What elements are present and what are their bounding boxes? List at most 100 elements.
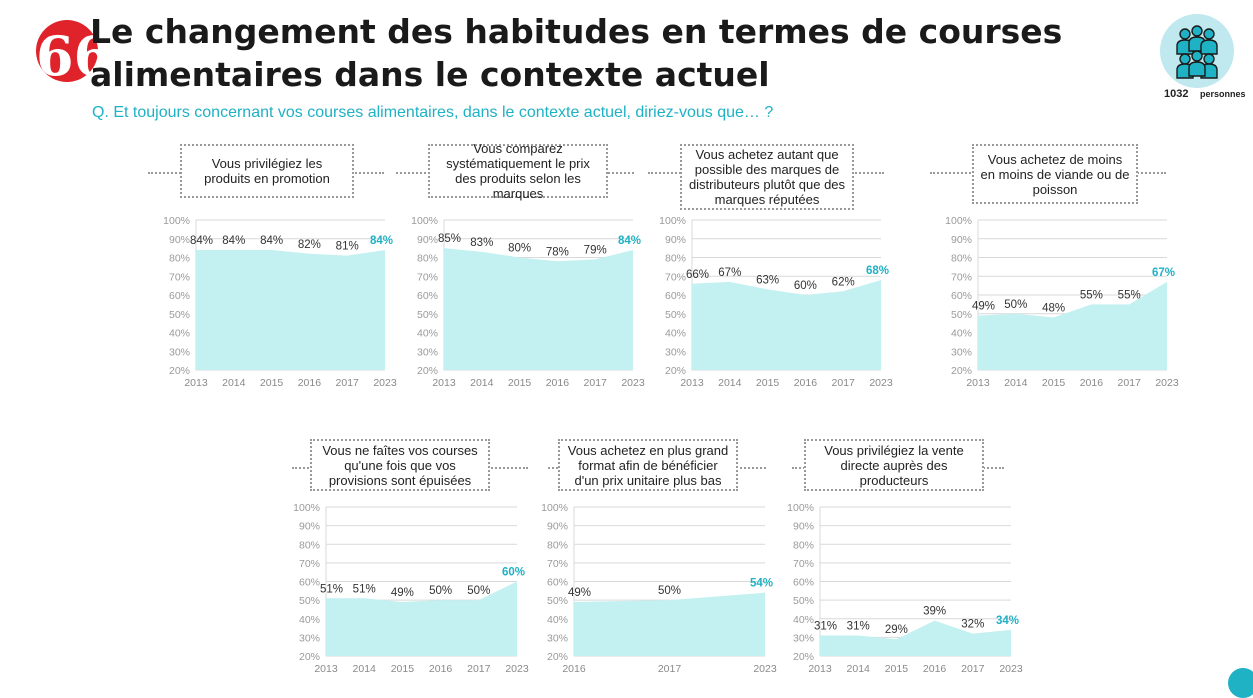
data-label: 29% <box>885 624 908 636</box>
x-tick-label: 2016 <box>923 663 947 675</box>
y-tick-label: 70% <box>665 271 686 283</box>
data-label: 55% <box>1080 289 1103 301</box>
data-label: 80% <box>508 243 531 255</box>
data-label: 84% <box>190 235 213 247</box>
y-tick-label: 80% <box>169 253 190 265</box>
data-label: 67% <box>718 267 741 279</box>
y-tick-label: 50% <box>169 309 190 321</box>
area-chart: 20% 30% 40% 50% 60% 70% 80% 90% 100% 2013 2014 2015… <box>659 215 893 389</box>
y-tick-label: 70% <box>417 271 438 283</box>
y-tick-label: 70% <box>169 271 190 283</box>
area-chart: 20% 30% 40% 50% 60% 70% 80% 90% 100% 2013 2014 2015… <box>163 215 397 389</box>
area-chart: 20% 30% 40% 50% 60% 70% 80% 90% 100% 2013 2014 2015… <box>411 215 645 389</box>
y-tick-label: 30% <box>951 346 972 358</box>
chart-title: Vous achetez en plus grand format afin d… <box>558 439 738 491</box>
area-series <box>444 248 633 370</box>
x-tick-label: 2016 <box>794 377 818 389</box>
x-tick-label: 2017 <box>961 663 985 675</box>
data-label: 50% <box>467 585 490 597</box>
corner-decoration <box>1228 668 1253 698</box>
x-tick-label: 2015 <box>391 663 415 675</box>
y-tick-label: 20% <box>417 365 438 377</box>
y-tick-label: 100% <box>411 215 438 227</box>
y-tick-label: 90% <box>951 234 972 246</box>
y-tick-label: 30% <box>299 632 320 644</box>
data-label: 84% <box>370 235 393 247</box>
area-chart: 20% 30% 40% 50% 60% 70% 80% 90% 100% 2013 2014 2015… <box>945 215 1179 389</box>
chart-title: Vous achetez de moins en moins de viande… <box>972 144 1138 204</box>
data-label: 49% <box>972 301 995 313</box>
data-label: 84% <box>222 235 245 247</box>
y-tick-label: 40% <box>793 614 814 626</box>
y-tick-label: 100% <box>293 502 320 514</box>
x-tick-label: 2015 <box>756 377 780 389</box>
data-label: 50% <box>429 585 452 597</box>
x-tick-label: 2013 <box>314 663 338 675</box>
area-series <box>820 620 1011 656</box>
data-label: 60% <box>502 567 525 579</box>
x-tick-label: 2015 <box>508 377 532 389</box>
data-label: 82% <box>298 239 321 251</box>
y-tick-label: 80% <box>547 539 568 551</box>
y-tick-label: 60% <box>665 290 686 302</box>
y-tick-label: 40% <box>169 328 190 340</box>
data-label: 66% <box>686 269 709 281</box>
y-tick-label: 70% <box>299 558 320 570</box>
x-tick-label: 2013 <box>680 377 704 389</box>
x-tick-label: 2015 <box>260 377 284 389</box>
y-tick-label: 100% <box>541 502 568 514</box>
x-tick-label: 2014 <box>222 377 246 389</box>
y-tick-label: 50% <box>417 309 438 321</box>
y-tick-label: 20% <box>547 651 568 663</box>
data-label: 63% <box>756 274 779 286</box>
data-label: 49% <box>391 587 414 599</box>
data-label: 84% <box>618 235 641 247</box>
x-tick-label: 2014 <box>470 377 494 389</box>
survey-question: Q. Et toujours concernant vos courses al… <box>92 104 774 121</box>
y-tick-label: 20% <box>951 365 972 377</box>
x-tick-label: 2016 <box>562 663 586 675</box>
data-label: 81% <box>336 241 359 253</box>
y-tick-label: 90% <box>169 234 190 246</box>
data-label: 48% <box>1042 303 1065 315</box>
y-tick-label: 30% <box>547 632 568 644</box>
area-series <box>574 592 765 656</box>
data-label: 68% <box>866 265 889 277</box>
x-tick-label: 2013 <box>184 377 208 389</box>
y-tick-label: 60% <box>169 290 190 302</box>
y-tick-label: 50% <box>665 309 686 321</box>
y-tick-label: 40% <box>417 328 438 340</box>
x-tick-label: 2013 <box>432 377 456 389</box>
data-label: 67% <box>1152 267 1175 279</box>
x-tick-label: 2023 <box>999 663 1023 675</box>
y-tick-label: 80% <box>417 253 438 265</box>
x-tick-label: 2016 <box>546 377 570 389</box>
y-tick-label: 100% <box>945 215 972 227</box>
data-label: 60% <box>794 280 817 292</box>
x-tick-label: 2023 <box>621 377 645 389</box>
y-tick-label: 80% <box>299 539 320 551</box>
x-tick-label: 2017 <box>832 377 856 389</box>
y-tick-label: 80% <box>665 253 686 265</box>
y-tick-label: 60% <box>299 577 320 589</box>
chart-title: Vous ne faîtes vos courses qu'une fois q… <box>310 439 490 491</box>
chart-title: Vous comparez systématiquement le prix d… <box>428 141 608 201</box>
x-tick-label: 2015 <box>885 663 909 675</box>
x-tick-label: 2017 <box>336 377 360 389</box>
x-tick-label: 2016 <box>1080 377 1104 389</box>
y-tick-label: 50% <box>951 309 972 321</box>
y-tick-label: 70% <box>951 271 972 283</box>
y-tick-label: 60% <box>951 290 972 302</box>
area-chart: 20% 30% 40% 50% 60% 70% 80% 90% 100% 2013 2014 2015… <box>293 502 529 675</box>
y-tick-label: 90% <box>793 521 814 533</box>
sample-count: 1032 <box>1164 88 1189 100</box>
data-label: 54% <box>750 578 773 590</box>
data-label: 49% <box>568 587 591 599</box>
x-tick-label: 2014 <box>1004 377 1028 389</box>
y-tick-label: 90% <box>417 234 438 246</box>
y-tick-label: 70% <box>793 558 814 570</box>
y-tick-label: 20% <box>793 651 814 663</box>
y-tick-label: 80% <box>793 539 814 551</box>
x-tick-label: 2016 <box>298 377 322 389</box>
x-tick-label: 2017 <box>1118 377 1142 389</box>
